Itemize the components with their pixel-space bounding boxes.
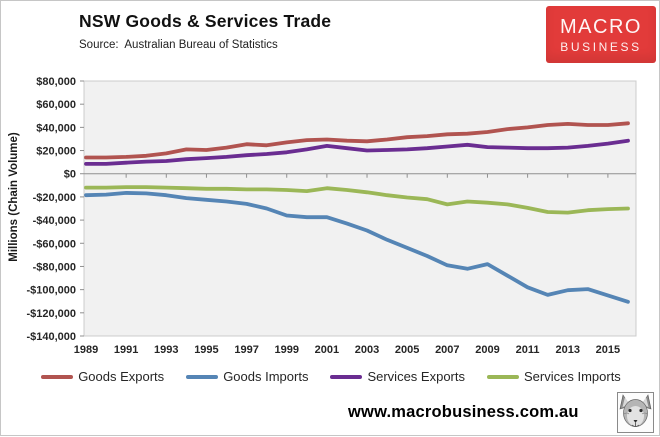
y-axis-title: Millions (Chain Volume) [8,132,20,262]
x-axis-label: 1991 [114,344,138,356]
y-axis-label: -$60,000 [33,238,76,250]
x-axis-label: 1997 [234,344,258,356]
y-axis-label: -$140,000 [26,331,76,343]
macrobusiness-logo: MACRO BUSINESS [546,6,656,63]
logo-line1: MACRO [560,15,642,38]
x-axis-label: 2003 [355,344,379,356]
x-axis-label: 2007 [435,344,459,356]
footer-url: www.macrobusiness.com.au [348,403,579,421]
y-axis-label: $60,000 [36,99,76,111]
legend-swatch [186,374,219,379]
logo-line2: BUSINESS [560,39,642,54]
legend-swatch [41,374,74,379]
x-axis-label: 1999 [274,344,298,356]
legend-label: Goods Imports [223,369,309,384]
series-line-services-exports [84,138,630,166]
y-axis-label: -$40,000 [33,215,76,227]
chart-source: Source: Australian Bureau of Statistics [79,39,278,51]
plot-area [83,80,637,337]
legend-item-services-imports: Services Imports [487,369,621,384]
x-axis-label: 1995 [194,344,218,356]
x-axis-label: 1993 [154,344,178,356]
legend-label: Services Imports [524,369,621,384]
x-axis-label: 2001 [315,344,339,356]
series-line-goods-exports [84,121,630,160]
legend-label: Services Exports [367,369,465,384]
x-axis-label: 1989 [74,344,98,356]
y-axis-label: -$80,000 [33,261,76,273]
legend-swatch [487,374,519,379]
wolf-logo-box [617,392,654,433]
series-line-services-imports [84,185,630,215]
legend-swatch [330,374,363,379]
x-axis-label: 2009 [475,344,499,356]
legend-item-goods-imports: Goods Imports [186,369,308,384]
chart-title: NSW Goods & Services Trade [79,11,332,31]
y-axis-label: -$20,000 [33,192,76,204]
chart-legend: Goods Exports Goods Imports Services Expor… [1,369,660,384]
legend-label: Goods Exports [78,369,165,384]
legend-item-services-exports: Services Exports [330,369,465,384]
y-axis-label: $20,000 [36,146,76,158]
x-axis-label: 2015 [596,344,620,356]
x-axis-label: 2005 [395,344,419,356]
y-axis-label: $0 [64,169,76,181]
y-axis-label: -$100,000 [26,285,76,297]
legend-item-goods-exports: Goods Exports [41,369,164,384]
x-axis-label: 2011 [516,344,540,356]
x-axis-label: 2013 [556,344,580,356]
y-axis-label: $40,000 [36,122,76,134]
y-axis-label: -$120,000 [26,308,76,320]
y-axis-label: $80,000 [36,76,76,88]
wolf-icon [619,394,652,427]
series-line-goods-imports [84,190,630,304]
